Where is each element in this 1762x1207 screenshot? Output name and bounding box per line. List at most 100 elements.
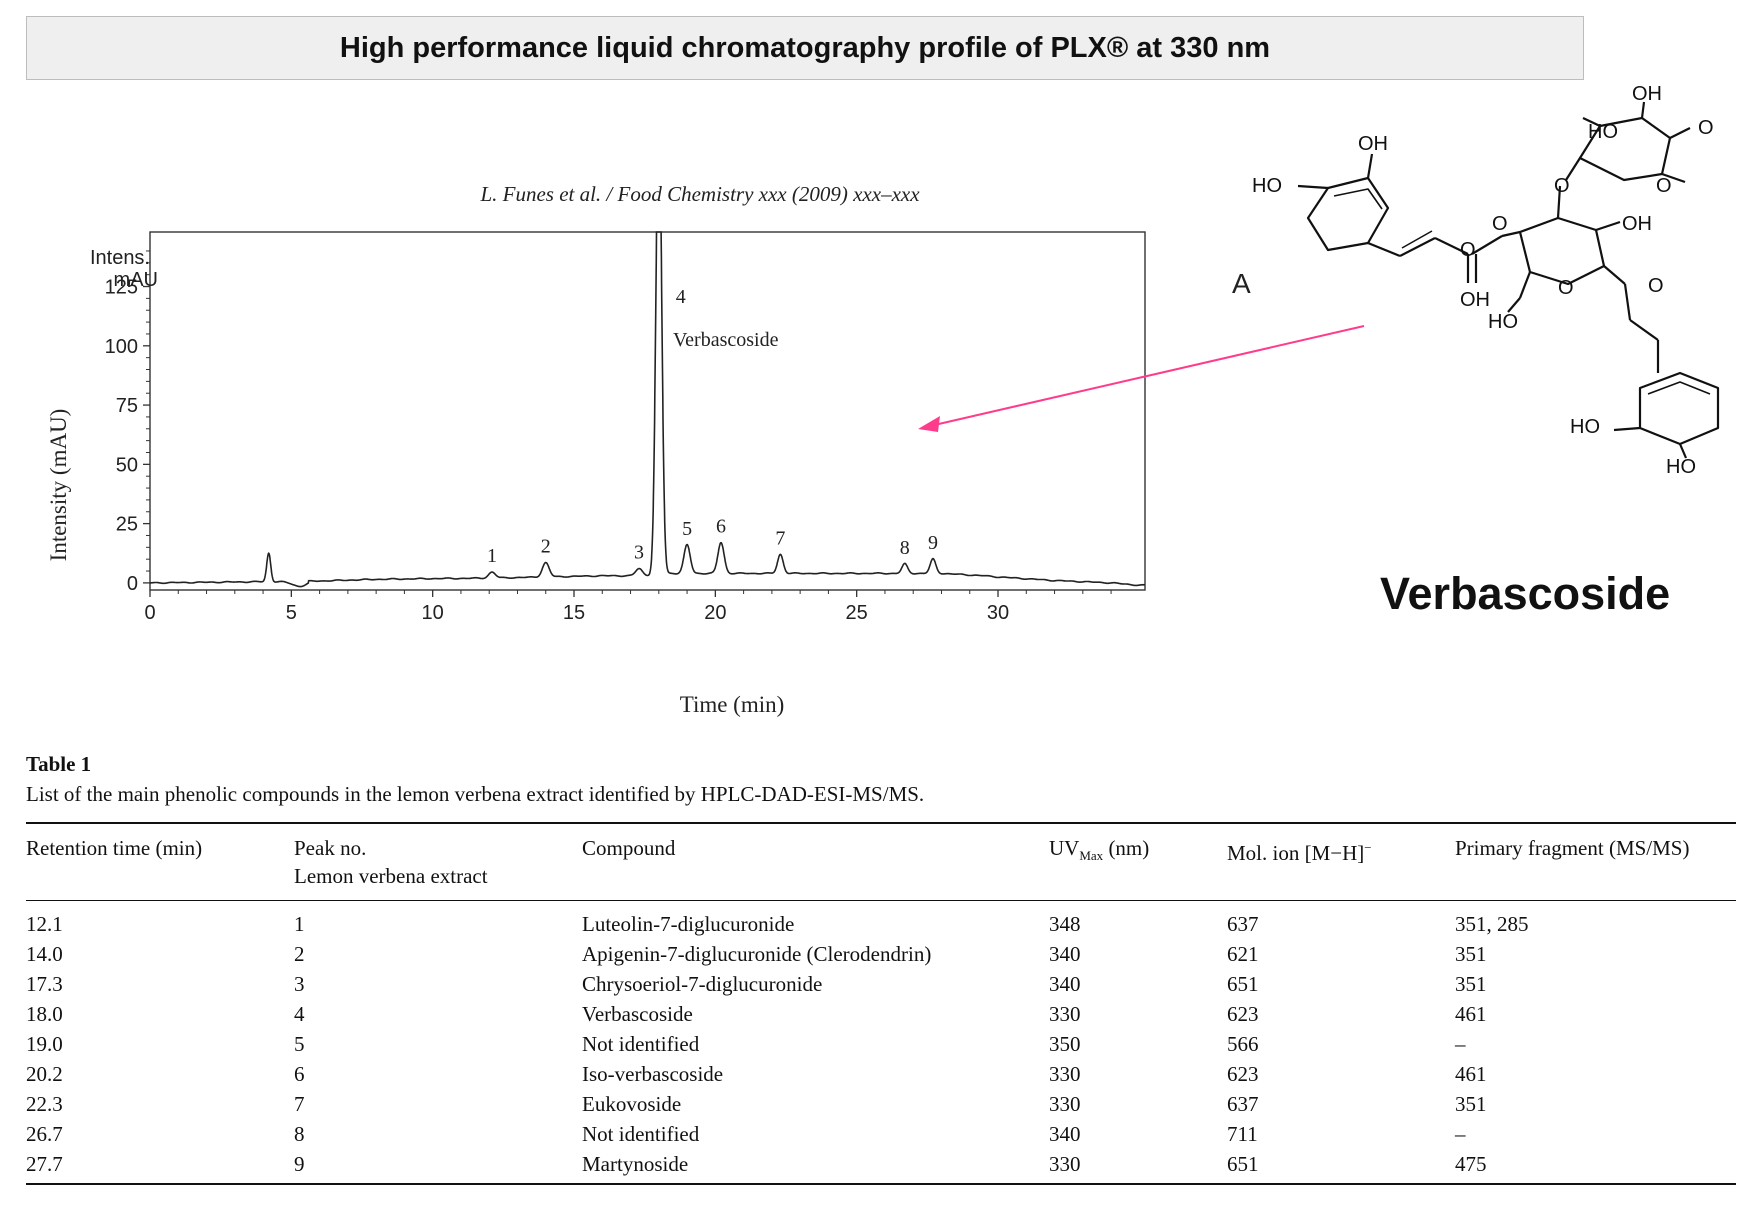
cell-compound: Not identified [582, 1122, 700, 1146]
svg-text:HO: HO [1588, 121, 1618, 143]
svg-text:O: O [1648, 275, 1664, 297]
table-row: 27.7 9 Martynoside 330 651 475 [26, 1149, 1736, 1184]
cell-compound: Chrysoeriol-7-diglucuronide [582, 972, 823, 996]
peak-label-5: 5 [682, 518, 692, 540]
cell-molion: 566 [1227, 1032, 1259, 1056]
peak-label-7: 7 [775, 527, 785, 549]
header-fragment: Primary fragment (MS/MS) [1455, 836, 1690, 860]
peak-label-4: 4 [676, 286, 686, 308]
svg-text:HO: HO [1488, 311, 1518, 333]
cell-retention: 14.0 [26, 942, 63, 966]
molecule-name: Verbascoside [1380, 568, 1671, 619]
svg-text:OH: OH [1632, 83, 1662, 105]
cell-uv: 340 [1049, 972, 1081, 996]
cell-peak: 6 [294, 1062, 305, 1086]
svg-text:HO: HO [1666, 456, 1696, 478]
cell-molion: 621 [1227, 942, 1259, 966]
peak-label-8: 8 [900, 537, 910, 559]
cell-retention: 17.3 [26, 972, 63, 996]
cell-uv: 330 [1049, 1062, 1081, 1086]
x-tick-label: 15 [563, 602, 585, 624]
table-row: 22.3 7 Eukovoside 330 637 351 [26, 1089, 1736, 1119]
svg-text:O: O [1460, 239, 1476, 261]
cell-compound: Verbascoside [582, 1002, 693, 1026]
cell-peak: 2 [294, 942, 305, 966]
table-row: 26.7 8 Not identified 340 711 – [26, 1119, 1736, 1149]
cell-compound: Martynoside [582, 1152, 689, 1176]
y-tick-label: 75 [116, 395, 138, 417]
x-tick-label: 30 [987, 602, 1009, 624]
table-row: 18.0 4 Verbascoside 330 623 461 [26, 999, 1736, 1029]
cell-peak: 1 [294, 912, 305, 936]
table-header-row: Retention time (min) Peak no. Lemon verb… [26, 823, 1736, 901]
peak-label-3: 3 [634, 542, 644, 564]
table-caption: List of the main phenolic compounds in t… [26, 782, 925, 806]
verbascoside-structure: OH HO OH HO OH O O O O O O OH HO O HO HO [1252, 83, 1720, 478]
pointer-arrow [918, 325, 1365, 432]
citation-line: L. Funes et al. / Food Chemistry xxx (20… [480, 182, 920, 206]
svg-text:OH: OH [1622, 213, 1652, 235]
x-tick-label: 10 [422, 602, 444, 624]
cell-uv: 340 [1049, 942, 1081, 966]
banner-title: High performance liquid chromatography p… [339, 31, 1271, 64]
hydroxytyrosol-ring [1638, 371, 1720, 446]
verbascoside-annotation: Verbascoside [673, 329, 779, 351]
table-row: 12.1 1 Luteolin-7-diglucuronide 348 637 351, … [26, 901, 1736, 940]
header-molion: Mol. ion [M−H]− [1227, 840, 1372, 865]
chart-annotations: 4 Verbascoside [673, 286, 779, 351]
cell-uv: 350 [1049, 1032, 1081, 1056]
peak-label-6: 6 [716, 516, 726, 538]
panel-label: A [1232, 268, 1251, 299]
cell-uv: 330 [1049, 1092, 1081, 1116]
y-tick-label: 50 [116, 454, 138, 476]
atom-labels: OH HO OH HO OH O O O O O O OH HO O HO HO [1252, 83, 1714, 478]
header-uv: UVMax (nm) [1049, 836, 1150, 864]
table-title: Table 1 [26, 752, 92, 776]
cell-peak: 5 [294, 1032, 305, 1056]
cell-compound: Apigenin-7-diglucuronide (Clerodendrin) [582, 942, 932, 966]
table-row: 17.3 3 Chrysoeriol-7-diglucuronide 340 651 35… [26, 969, 1736, 999]
peak-label-1: 1 [487, 545, 497, 567]
cell-fragment: 351, 285 [1455, 912, 1529, 936]
cell-fragment: – [1455, 1122, 1466, 1146]
svg-text:O: O [1554, 175, 1570, 197]
cell-peak: 9 [294, 1152, 305, 1176]
svg-text:O: O [1558, 277, 1574, 299]
cell-molion: 623 [1227, 1002, 1259, 1026]
peak-label-2: 2 [541, 536, 551, 558]
x-tick-label: 5 [286, 602, 297, 624]
plot-frame [149, 231, 1146, 591]
cell-compound: Luteolin-7-diglucuronide [582, 912, 795, 936]
header-compound: Compound [582, 836, 676, 860]
svg-text:OH: OH [1460, 289, 1490, 311]
x-tick-label: 0 [144, 602, 155, 624]
y-axis-label: Intensity (mAU) [46, 409, 71, 562]
cell-peak: 4 [294, 1002, 305, 1026]
svg-text:OH: OH [1358, 133, 1388, 155]
cell-retention: 26.7 [26, 1122, 63, 1146]
cell-uv: 348 [1049, 912, 1081, 936]
y-unit-label-line2: mAU [114, 269, 158, 291]
table-row: 14.0 2 Apigenin-7-diglucuronide (Clerodend… [26, 939, 1736, 969]
y-unit-label-line1: Intens. [90, 247, 150, 269]
caffeoyl-ring [1306, 176, 1390, 252]
y-tick-label: 100 [105, 336, 138, 358]
x-axis-label: Time (min) [680, 692, 785, 717]
cell-uv: 340 [1049, 1122, 1081, 1146]
cell-retention: 20.2 [26, 1062, 63, 1086]
chromatogram-chart: 0 5 10 15 20 25 30 0 25 50 75 100 125 1 2 3 5 6 7 8 9 A Int… [46, 231, 1365, 717]
svg-text:O: O [1492, 213, 1508, 235]
cell-molion: 651 [1227, 972, 1259, 996]
svg-text:HO: HO [1252, 175, 1282, 197]
cell-peak: 3 [294, 972, 305, 996]
cell-molion: 651 [1227, 1152, 1259, 1176]
cell-retention: 27.7 [26, 1152, 63, 1176]
figure-banner: High performance liquid chromatography p… [26, 16, 1584, 80]
cell-fragment: – [1455, 1032, 1466, 1056]
x-tick-label: 20 [704, 602, 726, 624]
cell-uv: 330 [1049, 1002, 1081, 1026]
cell-fragment: 351 [1455, 1092, 1487, 1116]
cell-molion: 711 [1227, 1122, 1258, 1146]
table-row: 19.0 5 Not identified 350 566 – [26, 1029, 1736, 1059]
